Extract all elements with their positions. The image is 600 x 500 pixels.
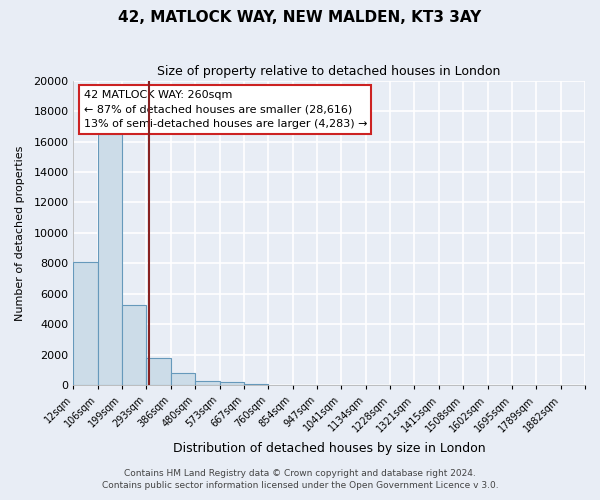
Bar [268,384,293,386]
Bar [195,381,220,386]
Text: 42, MATLOCK WAY, NEW MALDEN, KT3 3AY: 42, MATLOCK WAY, NEW MALDEN, KT3 3AY [118,10,482,25]
Text: 42 MATLOCK WAY: 260sqm
← 87% of detached houses are smaller (28,616)
13% of semi: 42 MATLOCK WAY: 260sqm ← 87% of detached… [83,90,367,130]
X-axis label: Distribution of detached houses by size in London: Distribution of detached houses by size … [173,442,485,455]
Text: Contains HM Land Registry data © Crown copyright and database right 2024.
Contai: Contains HM Land Registry data © Crown c… [101,468,499,490]
Bar [73,262,98,386]
Bar [171,373,195,386]
Bar [220,382,244,386]
Bar [98,134,122,386]
Y-axis label: Number of detached properties: Number of detached properties [15,146,25,320]
Title: Size of property relative to detached houses in London: Size of property relative to detached ho… [157,65,501,78]
Bar [122,304,146,386]
Bar [244,384,268,386]
Bar [146,358,171,386]
